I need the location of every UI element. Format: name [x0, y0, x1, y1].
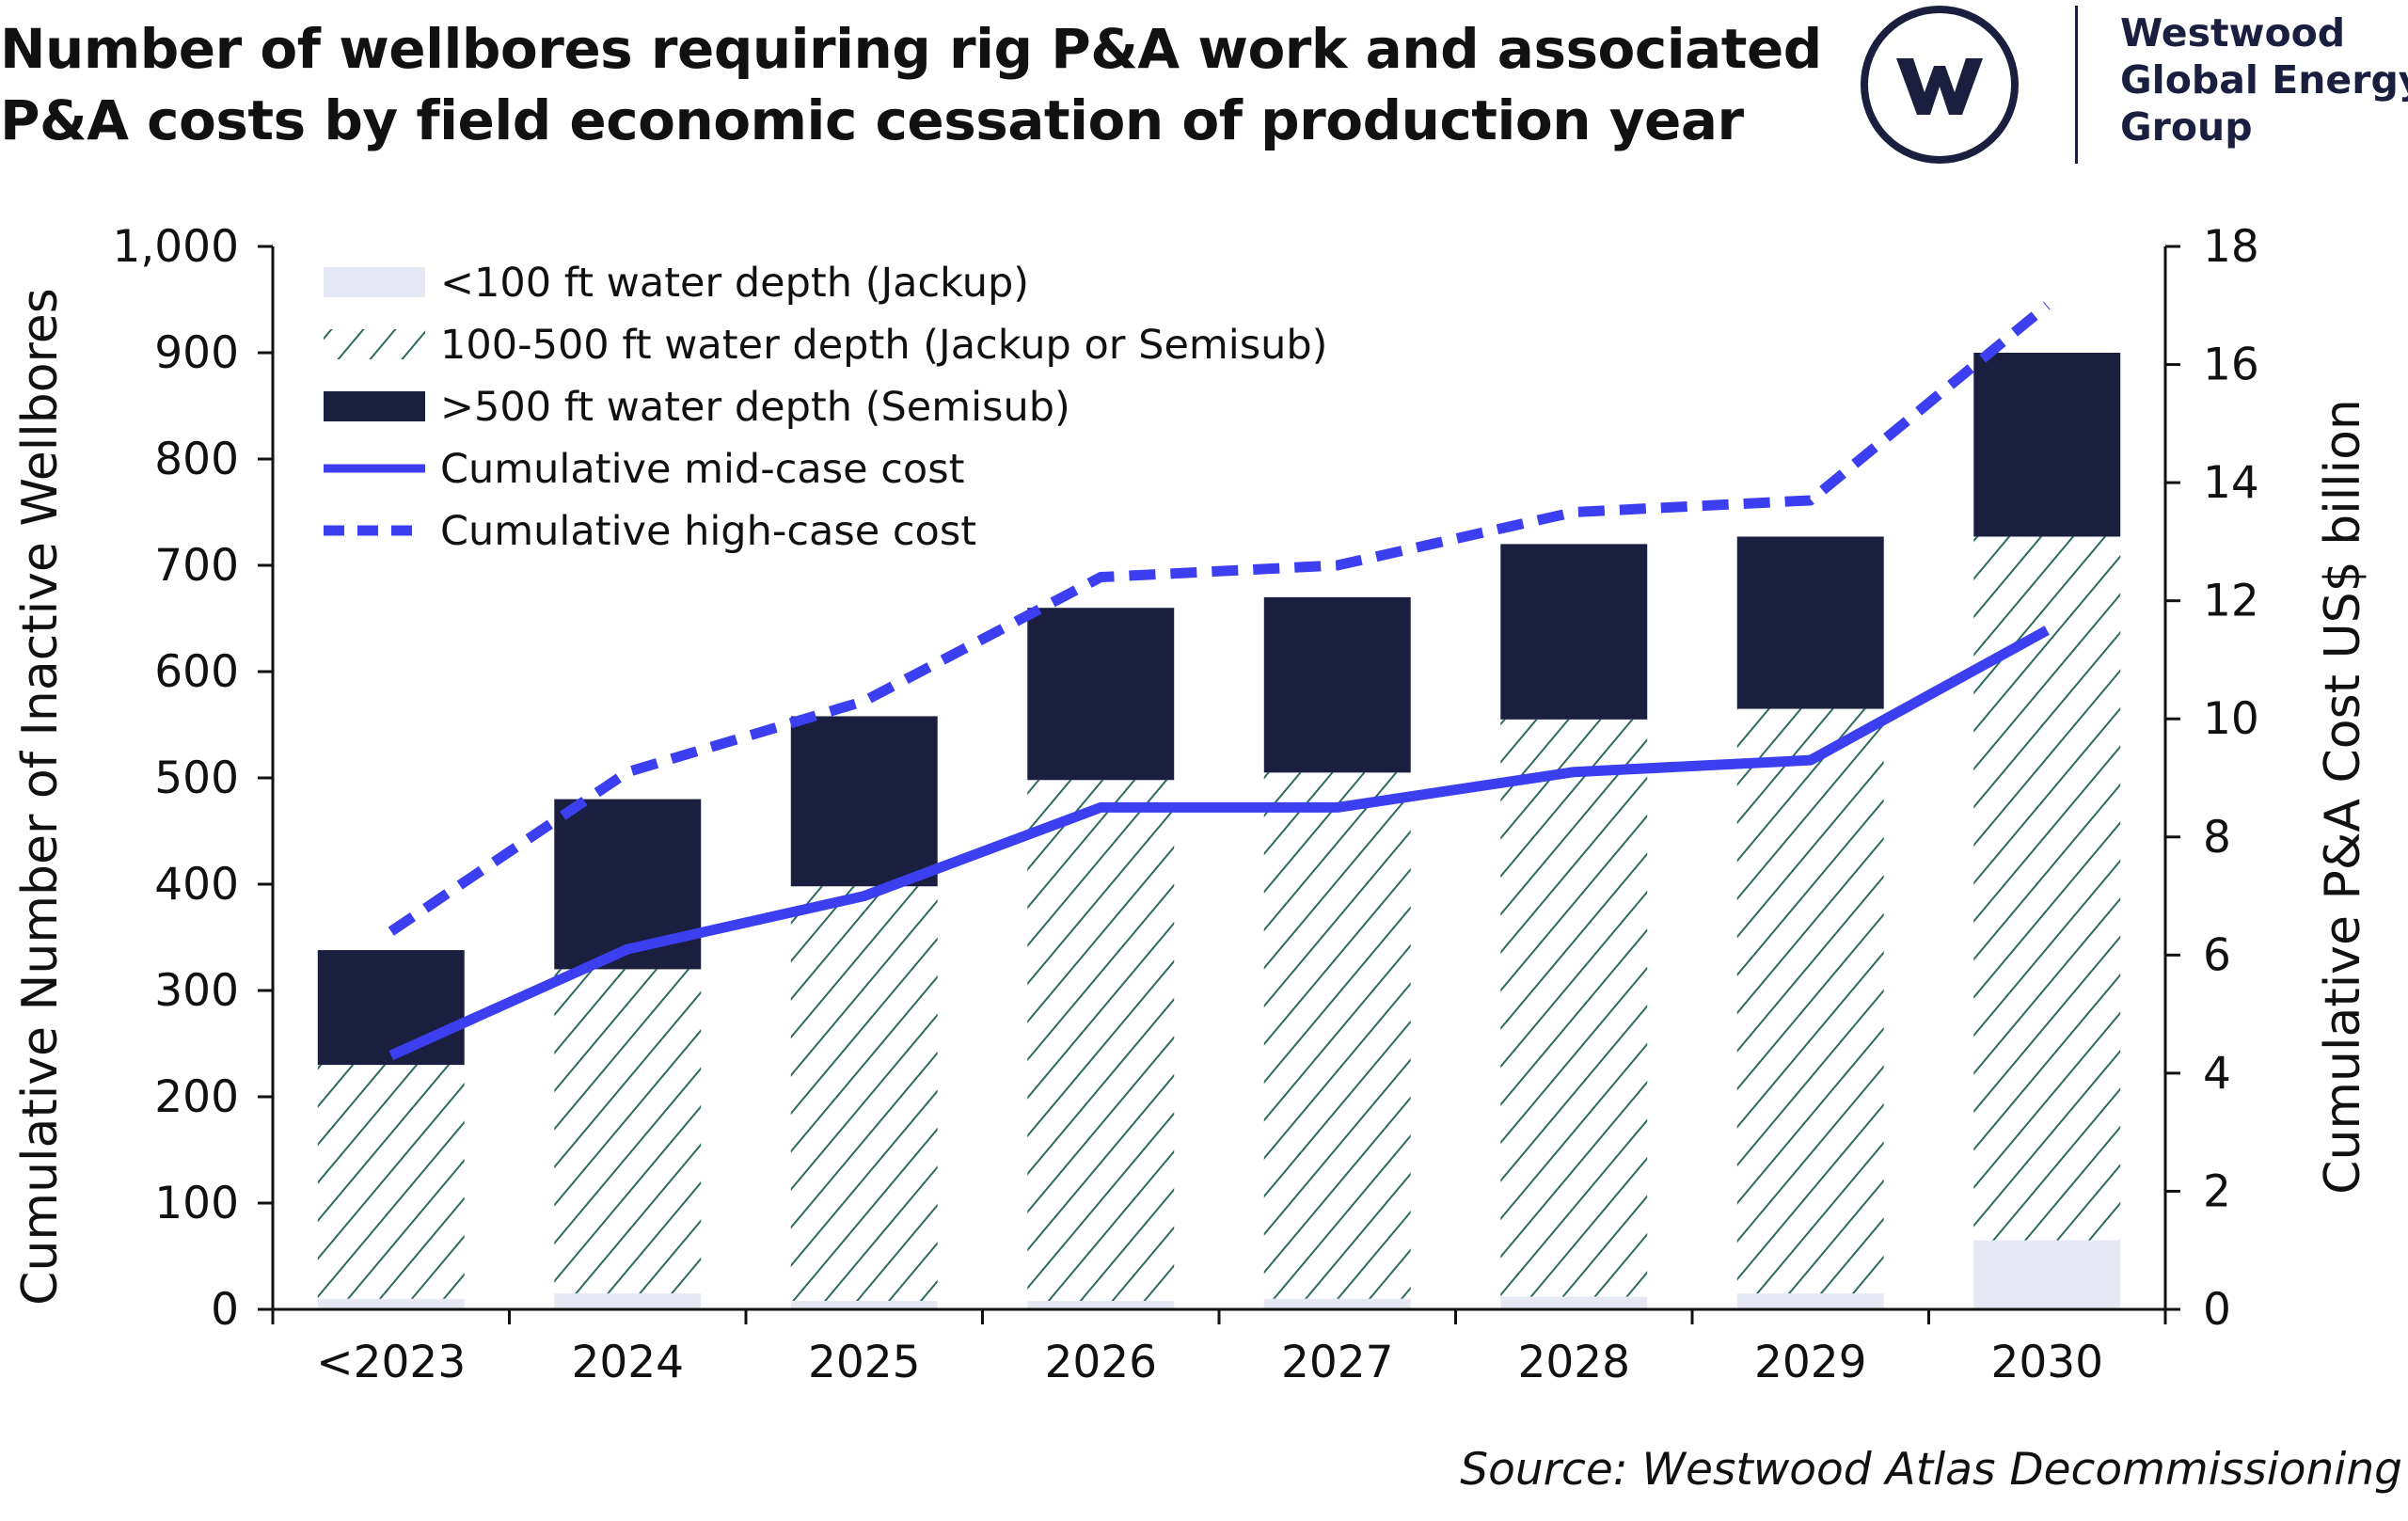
x-tick-label-7: 2030	[1990, 1337, 2103, 1388]
source-note: Source: Westwood Atlas Decommissioning	[1460, 1444, 2402, 1496]
y-tick-label-8: 800	[154, 434, 239, 485]
bar-mid-depth-2	[790, 886, 938, 1301]
legend-label-jackup: <100 ft water depth (Jackup)	[440, 260, 1029, 307]
legend-swatch-semisub	[324, 391, 425, 421]
y-tick-label-9: 900	[154, 327, 239, 379]
logo-line-1: Westwood	[2120, 10, 2346, 55]
x-tick-label-0: <2023	[316, 1337, 466, 1388]
bar-semisub-3	[1027, 608, 1175, 781]
chart-title: Number of wellbores requiring rig P&A wo…	[0, 13, 1822, 156]
bar-semisub-5	[1500, 544, 1648, 720]
logo-line-2: Global Energy	[2120, 57, 2408, 103]
bar-semisub-7	[1973, 353, 2121, 537]
bar-semisub-1	[554, 799, 702, 970]
bar-mid-depth-1	[554, 969, 702, 1294]
bar-jackup-6	[1736, 1293, 1884, 1309]
bar-mid-depth-7	[1973, 536, 2121, 1241]
bar-jackup-0	[317, 1298, 465, 1309]
bar-semisub-4	[1263, 596, 1411, 773]
y-tick-label-4: 400	[154, 859, 239, 911]
y-tick-label-5: 500	[154, 753, 239, 804]
westwood-logo: Westwood Global Energy Group	[1861, 6, 2408, 175]
legend-swatch-jackup	[324, 267, 425, 297]
y2-tick-label-4: 8	[2203, 812, 2231, 863]
legend-label-semisub: >500 ft water depth (Semisub)	[440, 384, 1070, 431]
chart-title-line-2: P&A costs by field economic cessation of…	[0, 88, 1744, 152]
x-tick-label-3: 2026	[1044, 1337, 1157, 1388]
bar-semisub-0	[317, 950, 465, 1066]
logo-w-icon	[1861, 6, 2019, 164]
bar-jackup-5	[1500, 1296, 1648, 1309]
bar-jackup-1	[554, 1293, 702, 1309]
bar-jackup-3	[1027, 1300, 1175, 1309]
y2-tick-label-6: 12	[2203, 576, 2259, 627]
y-tick-label-6: 600	[154, 646, 239, 698]
legend-swatch-mid-depth	[324, 329, 425, 359]
bar-jackup-2	[790, 1300, 938, 1309]
y-tick-label-3: 300	[154, 965, 239, 1017]
line-high-case-cost	[388, 301, 2051, 936]
y2-tick-label-7: 14	[2203, 457, 2259, 509]
y2-tick-label-1: 2	[2203, 1165, 2231, 1217]
logo-divider	[2075, 6, 2078, 164]
lines-layer	[388, 301, 2051, 1061]
legend-label-mid-cost: Cumulative mid-case cost	[440, 446, 964, 493]
y-tick-label-2: 200	[154, 1071, 239, 1123]
bar-jackup-4	[1263, 1298, 1411, 1309]
logo-line-3: Group	[2120, 104, 2253, 150]
y-tick-label-7: 700	[154, 540, 239, 592]
bar-jackup-7	[1973, 1240, 2121, 1309]
bar-mid-depth-4	[1263, 772, 1411, 1299]
legend: <100 ft water depth (Jackup) 100-500 ft w…	[324, 260, 1327, 555]
y2-tick-label-8: 16	[2203, 340, 2259, 391]
y2-tick-label-2: 4	[2203, 1048, 2231, 1100]
bar-semisub-6	[1736, 536, 1884, 709]
y2-tick-label-5: 10	[2203, 693, 2259, 745]
x-tick-label-4: 2027	[1281, 1337, 1394, 1388]
legend-label-high-cost: Cumulative high-case cost	[440, 508, 976, 555]
bar-semisub-2	[790, 716, 938, 887]
y-tick-label-0: 0	[211, 1284, 239, 1336]
x-tick-label-6: 2029	[1754, 1337, 1867, 1388]
bar-mid-depth-3	[1027, 780, 1175, 1301]
y2-tick-label-9: 18	[2203, 221, 2259, 273]
bars-layer	[317, 353, 2121, 1309]
y2-tick-label-3: 6	[2203, 929, 2231, 981]
line-mid-case-cost	[388, 626, 2050, 1061]
x-tick-label-5: 2028	[1517, 1337, 1630, 1388]
y-tick-label-10: 1,000	[112, 221, 239, 273]
logo-wordmark: Westwood Global Energy Group	[2120, 9, 2408, 151]
y-axis-title: Cumulative Number of Inactive Wellbores	[12, 288, 69, 1306]
y2-axis-title: Cumulative P&A Cost US$ billion	[2315, 399, 2371, 1195]
y-tick-label-1: 100	[154, 1178, 239, 1229]
chart-title-line-1: Number of wellbores requiring rig P&A wo…	[0, 17, 1822, 81]
x-tick-label-2: 2025	[808, 1337, 921, 1388]
y2-tick-label-0: 0	[2203, 1284, 2231, 1336]
x-tick-label-1: 2024	[571, 1337, 684, 1388]
bar-mid-depth-5	[1500, 719, 1648, 1297]
bar-mid-depth-0	[317, 1065, 465, 1299]
bar-mid-depth-6	[1736, 708, 1884, 1294]
axes-layer: 0 100 200 300 400 500 600 700 800 900 1,000 0 2 4 6 8 10…	[12, 221, 2371, 1388]
legend-label-mid-depth: 100-500 ft water depth (Jackup or Semisu…	[440, 322, 1327, 369]
